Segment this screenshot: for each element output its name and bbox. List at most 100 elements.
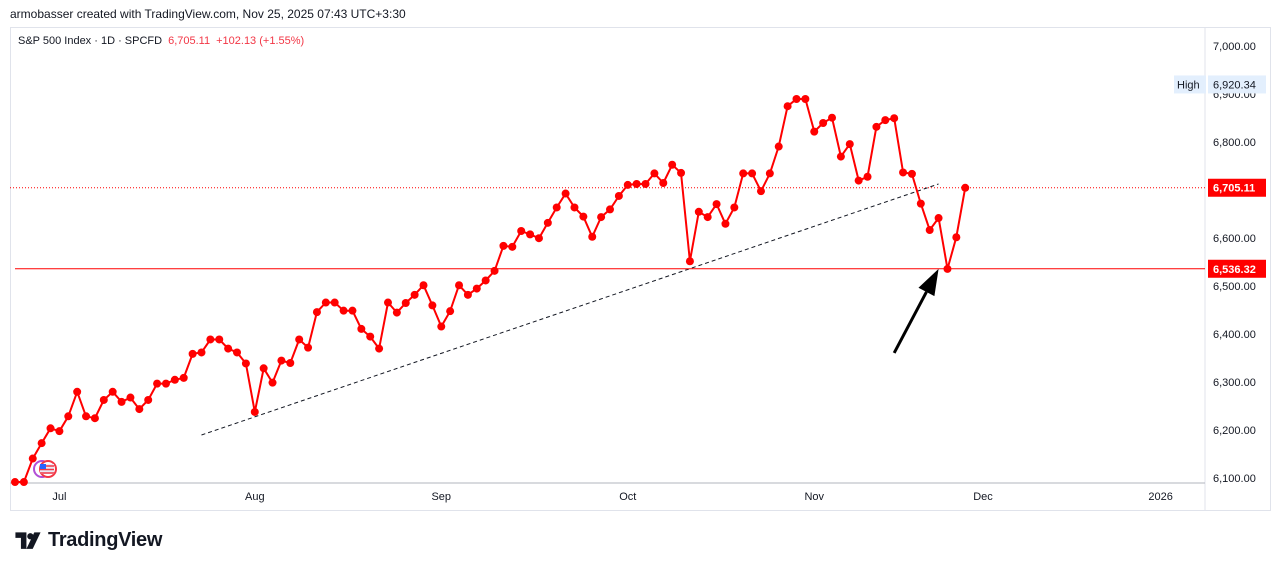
price-point	[304, 343, 313, 352]
price-point	[161, 379, 170, 388]
price-point	[668, 160, 677, 169]
price-point	[845, 140, 854, 149]
price-point	[197, 348, 206, 357]
price-point	[250, 407, 259, 416]
low-price-badge-text: 6,536.32	[1213, 264, 1256, 276]
x-tick-label: Dec	[973, 491, 993, 503]
price-point	[419, 281, 428, 290]
price-point	[108, 387, 117, 396]
last-price-badge-text: 6,705.11	[1213, 183, 1255, 195]
price-point	[64, 412, 73, 421]
price-point	[925, 226, 934, 235]
chart-attribution: armobasser created with TradingView.com,…	[10, 7, 406, 21]
price-point	[792, 95, 801, 103]
price-point	[428, 301, 437, 310]
high-value-box	[1208, 75, 1266, 94]
price-point	[730, 203, 739, 212]
price-point	[685, 257, 694, 266]
price-point	[241, 359, 250, 368]
price-point	[37, 439, 46, 448]
price-point	[579, 212, 588, 221]
price-point	[650, 169, 659, 178]
price-point	[570, 203, 579, 212]
price-point	[623, 180, 632, 189]
price-point	[455, 281, 464, 290]
price-point	[348, 306, 357, 315]
price-point	[259, 364, 268, 373]
last-price-badge	[1208, 178, 1266, 197]
price-point	[215, 335, 224, 344]
price-point	[233, 348, 242, 357]
chart-frame	[10, 27, 1271, 511]
y-tick-label: 6,300.00	[1213, 377, 1256, 389]
price-point	[410, 290, 419, 299]
price-point	[819, 119, 828, 127]
y-tick-label: 6,800.00	[1213, 137, 1256, 149]
price-point	[392, 308, 401, 317]
price-point	[836, 152, 845, 161]
price-point	[499, 241, 508, 250]
price-point	[135, 405, 144, 414]
price-point	[783, 102, 792, 111]
price-point	[472, 284, 481, 293]
price-point	[321, 298, 330, 307]
high-label-box	[1174, 75, 1206, 94]
price-point	[481, 276, 490, 285]
price-point	[170, 375, 179, 384]
price-point	[765, 169, 774, 178]
price-point	[810, 127, 819, 136]
us-flag-canton	[40, 464, 46, 469]
price-point	[286, 359, 295, 367]
y-tick-label: 7,000.00	[1213, 41, 1256, 53]
price-point	[828, 113, 837, 122]
price-series-line	[15, 98, 967, 483]
price-point	[19, 478, 28, 487]
x-tick-label: Oct	[619, 491, 636, 503]
price-point	[748, 169, 757, 178]
price-point	[277, 356, 286, 365]
price-point	[916, 199, 925, 208]
legend-change: +102.13 (+1.55%)	[216, 35, 305, 47]
high-value: 6,920.34	[1213, 79, 1256, 91]
price-point	[721, 219, 730, 228]
price-point	[774, 142, 783, 151]
price-point	[659, 179, 668, 187]
price-point	[606, 205, 614, 214]
price-point	[899, 168, 908, 177]
price-point	[739, 169, 748, 178]
y-tick-label: 6,400.00	[1213, 329, 1256, 341]
price-point	[890, 114, 899, 123]
price-point	[534, 234, 543, 243]
y-tick-label: 6,100.00	[1213, 473, 1256, 485]
tradingview-logo[interactable]: TradingView	[12, 529, 162, 552]
price-point	[597, 213, 606, 222]
price-point	[552, 203, 561, 212]
price-point	[401, 299, 410, 307]
price-point	[463, 290, 472, 299]
price-point	[588, 232, 597, 241]
annotation-arrow-head	[918, 268, 939, 297]
price-point	[312, 308, 321, 317]
price-point	[90, 414, 99, 423]
chart-legend: S&P 500 Index · 1D · SPCFD 6,705.11 +102.1…	[18, 35, 304, 47]
price-point	[126, 393, 135, 402]
price-point	[561, 189, 570, 198]
price-point	[543, 218, 552, 227]
y-tick-label: 6,200.00	[1213, 425, 1256, 437]
price-point	[73, 387, 82, 396]
trendline	[201, 183, 939, 436]
price-point	[712, 200, 721, 209]
legend-symbol: S&P 500 Index · 1D · SPCFD	[18, 35, 163, 47]
price-point	[943, 264, 952, 273]
price-point	[961, 183, 970, 192]
y-tick-label: 6,500.00	[1213, 281, 1256, 293]
price-point	[437, 322, 446, 331]
price-point	[881, 116, 890, 125]
price-point	[694, 207, 703, 216]
x-tick-label: Jul	[52, 491, 66, 503]
price-point	[756, 187, 765, 196]
price-point	[934, 214, 943, 223]
price-point	[46, 424, 55, 433]
price-point	[854, 176, 863, 185]
